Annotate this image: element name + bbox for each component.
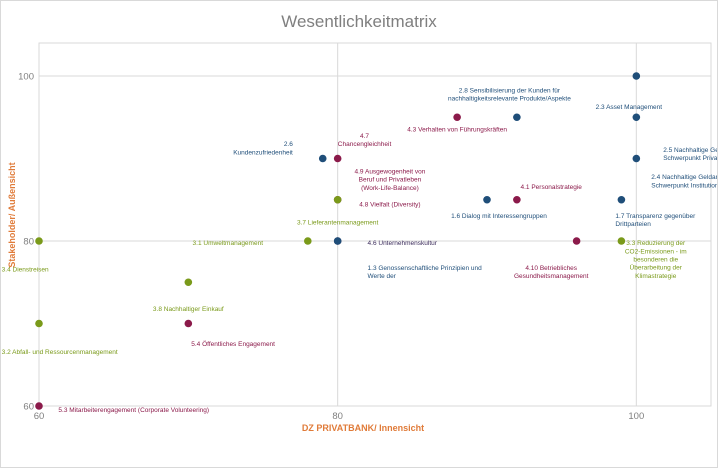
data-point — [333, 195, 342, 204]
data-point — [333, 154, 342, 163]
y-axis-title: Stakeholder/ Außensicht — [7, 162, 17, 267]
data-label: 4.10 Betriebliches Gesundheitsmanagement — [514, 265, 589, 280]
y-tick-label: 60 — [23, 402, 34, 413]
data-label: 1.6 Dialog mit Interessengruppen — [451, 213, 547, 220]
data-point — [513, 195, 521, 204]
data-label: 2.8 Sensibilisierung der Kunden für nachh… — [448, 88, 571, 103]
data-point — [35, 402, 43, 410]
data-label: 2.3 Asset Management — [596, 104, 663, 111]
data-point — [483, 195, 491, 204]
y-tick-label: 100 — [18, 72, 34, 83]
data-point — [617, 195, 626, 204]
data-point — [35, 319, 43, 328]
data-point — [453, 113, 461, 122]
data-point — [632, 113, 641, 122]
data-point — [632, 72, 641, 80]
data-label: 4.7 Chancengleichheit — [338, 133, 392, 148]
data-label: 2.6 Kundenzufriedenheit — [233, 141, 293, 156]
data-label: 2.5 Nachhaltige Geldanlage –Schwerpunkt … — [663, 147, 717, 162]
data-label: 3.3 Reduzierung der CO2-Emissionen - im be… — [625, 240, 687, 280]
data-label: 4.8 Vielfalt (Diversity) — [359, 201, 420, 208]
data-label: 3.4 Dienstreisen — [2, 267, 49, 274]
data-point — [513, 113, 521, 122]
x-axis-title: DZ PRIVATBANK/ Innensicht — [302, 423, 424, 433]
chart-title: Wesentlichkeitmatrix — [281, 12, 437, 31]
data-point — [632, 154, 641, 163]
x-tick-label: 60 — [34, 411, 45, 422]
data-label: 3.7 Lieferantenmanagement — [297, 220, 379, 227]
data-label: 1.3 Genossenschaftliche Prinzipien und We… — [368, 265, 483, 280]
data-label: 4.1 Personalstrategie — [520, 184, 582, 191]
data-point — [617, 237, 626, 245]
data-points — [35, 72, 641, 410]
y-tick-label: 80 — [23, 237, 34, 248]
data-label: 3.2 Abfall- und Ressourcenmanagement — [2, 349, 118, 356]
data-label: 4.9 Ausgewogenheit von Beruf und Privatle… — [355, 168, 426, 191]
data-label: 1.7 Transparenz gegenüber Drittparteien — [615, 213, 696, 228]
data-label: 4.3 Verhalten von Führungskräften — [407, 126, 507, 133]
data-label: 3.8 Nachhaltiger Einkauf — [153, 306, 224, 313]
data-point — [333, 237, 342, 245]
data-label: 5.4 Öffentliches Engagement — [191, 340, 275, 348]
data-point — [35, 237, 43, 245]
x-tick-label: 80 — [332, 411, 343, 422]
grid-layer — [38, 42, 712, 407]
data-point — [304, 237, 312, 245]
data-label: 5.3 Mitarbeiterengagement (Corporate Vol… — [58, 407, 209, 414]
data-point — [318, 154, 327, 163]
tick-labels: 60 80 100 60 80 100 — [18, 72, 644, 423]
data-label: 4.6 Unternehmenskultur — [368, 240, 438, 247]
data-labels: 1.2 Unternehmenserfolg1.1 Unternehmensst… — [2, 88, 718, 414]
x-tick-label: 100 — [628, 411, 644, 422]
data-point — [184, 278, 193, 287]
data-point — [184, 319, 193, 328]
data-label: 3.1 Umweltmanagement — [193, 240, 264, 247]
data-label: 2.4 Nachhaltige Geldanlage –Schwerpunkt … — [651, 174, 717, 189]
data-point — [572, 237, 581, 245]
